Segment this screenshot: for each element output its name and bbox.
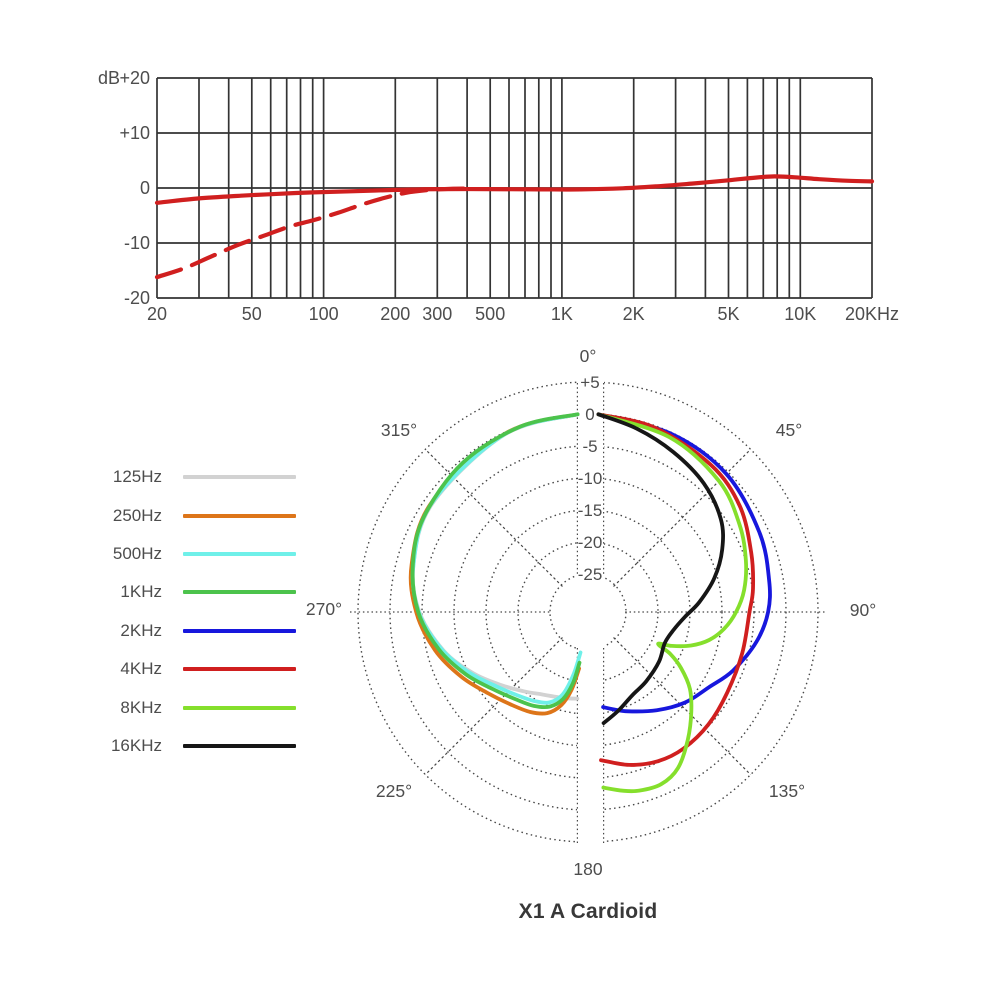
legend-row: 125Hz [88,458,296,496]
legend-row: 8KHz [88,688,296,726]
polar-curve-2KHz [596,412,772,714]
freq-y-tick-label: +10 [119,123,150,143]
freq-x-tick-label: 200 [380,304,410,324]
legend-label: 8KHz [120,697,162,717]
legend-color-line [183,628,296,633]
polar-legend: 125Hz 250Hz 500Hz 1KHz 2KHz 4KHz 8KHz 16KHz [88,458,296,765]
polar-ring-label: +5 [580,373,599,392]
polar-center-mask [552,576,624,648]
freq-x-tick-label: 5K [717,304,739,324]
freq-x-tick-label: 10K [784,304,816,324]
polar-diagonal-axis [613,637,752,776]
legend-color-line [183,590,296,595]
polar-diagonal-axis [424,448,563,587]
legend-label: 1KHz [120,582,162,602]
polar-diagonal-axis [613,448,752,587]
legend-row: 4KHz [88,650,296,688]
polar-angle-label: 225° [376,781,412,801]
polar-curve-4KHz [596,412,756,767]
polar-ring-label: -10 [578,469,603,488]
polar-ring [517,541,659,683]
polar-top-channel-mask [577,381,604,612]
polar-angle-label: 0° [580,346,597,366]
polar-ring-label: 0 [585,405,594,424]
polar-ring-label: -20 [578,533,603,552]
freq-y-tick-label: 0 [140,178,150,198]
polar-ring [453,477,723,747]
legend-color-line [183,551,296,556]
polar-ring-label: -5 [582,437,597,456]
legend-row: 16KHz [88,727,296,765]
freq-x-tick-label: 20 [147,304,167,324]
polar-diagonal-axis [424,637,563,776]
polar-pattern-chart: +5 0 -5 -10 -15 -20 -25 0° 45° 90° 135° 180 225° 270°… [306,346,876,879]
legend-color-line [183,513,296,518]
legend-row: 500Hz [88,535,296,573]
legend-color-line [183,705,296,710]
polar-angle-label: 270° [306,599,342,619]
legend-color-line [183,475,296,480]
freq-x-tick-label: 100 [309,304,339,324]
polar-angle-label: 90° [850,600,876,620]
frequency-response-chart: +20 +10 0 -10 -20 dB 20 50 100 200 300 500 1K 2K 5K 10K… [98,68,899,324]
legend-label: 4KHz [120,659,162,679]
polar-curve-16KHz [596,412,725,725]
freq-x-tick-label: 2K [623,304,645,324]
legend-label: 16KHz [110,735,162,755]
freq-curve-solid [154,174,875,205]
polar-angle-label: 135° [769,781,805,801]
polar-curve-500Hz [410,412,583,705]
legend-label: 125Hz [112,467,162,487]
legend-label: 2KHz [120,620,162,640]
freq-y-tick-label: -20 [124,288,150,308]
polar-angle-label: 315° [381,420,417,440]
polar-bottom-channel-mask [577,612,604,845]
polar-ring-label: -15 [578,501,603,520]
freq-x-tick-label: 500 [475,304,505,324]
freq-x-tick-label: 1K [551,304,573,324]
freq-y-tick-label: -10 [124,233,150,253]
polar-chart-title: X1 A Cardioid [518,900,658,923]
legend-color-line [183,743,296,748]
polar-ring-label: -25 [578,565,603,584]
freq-x-tick-label: 50 [242,304,262,324]
legend-row: 1KHz [88,573,296,611]
legend-row: 250Hz [88,496,296,534]
legend-label: 500Hz [112,543,162,563]
freq-x-tick-label: 300 [422,304,452,324]
legend-color-line [183,667,296,672]
polar-angle-label: 45° [776,420,802,440]
freq-y-axis-unit: dB [98,68,120,88]
legend-row: 2KHz [88,612,296,650]
freq-curve-dashed [154,186,475,280]
freq-x-tick-label: 20KHz [845,304,899,324]
freq-y-tick-label: +20 [119,68,150,88]
polar-angle-label: 180 [573,859,602,879]
legend-label: 250Hz [112,505,162,525]
polar-curve-1KHz [410,412,582,710]
